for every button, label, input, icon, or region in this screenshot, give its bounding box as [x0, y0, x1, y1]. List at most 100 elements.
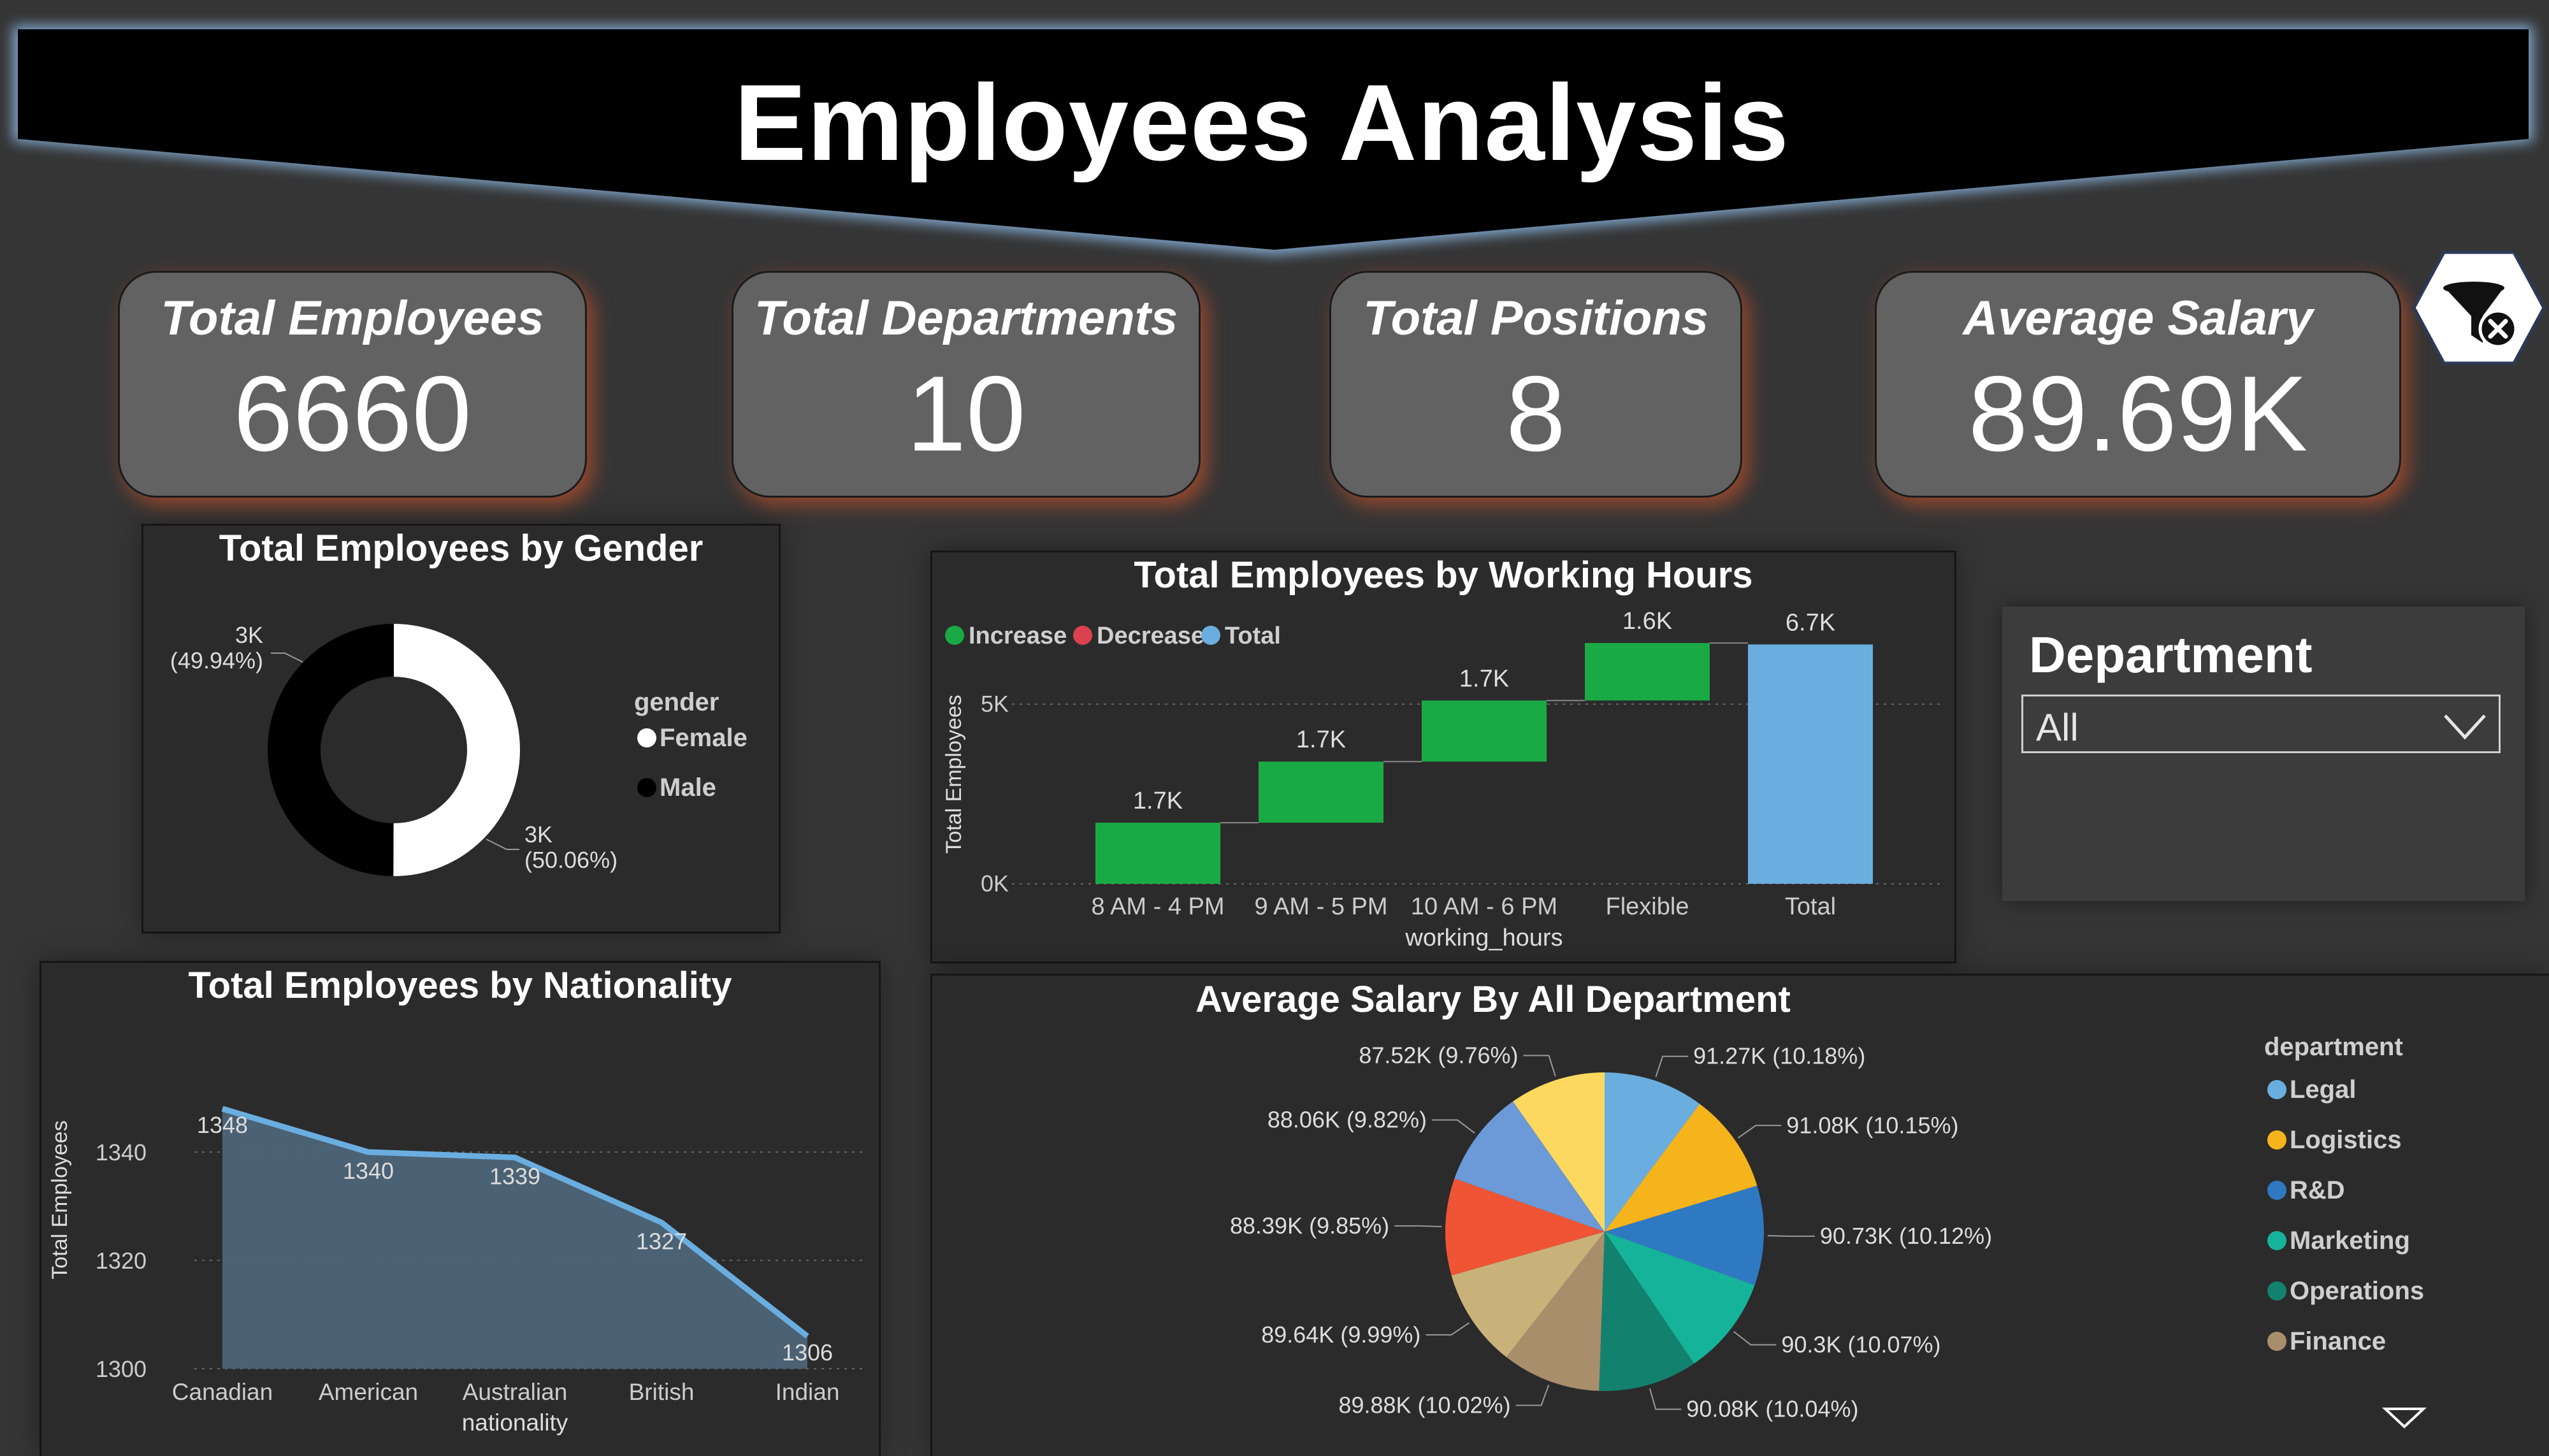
slicer-title: Department: [2029, 626, 2313, 683]
data-label: 6.7K: [1786, 609, 1835, 636]
kpi-card-total-positions: Total Positions 8: [1329, 271, 1742, 498]
x-axis-label: working_hours: [1404, 925, 1563, 951]
data-label: 1348: [197, 1112, 248, 1138]
legend-item: R&D: [2290, 1176, 2345, 1204]
y-tick-label: 1340: [96, 1139, 147, 1165]
working-hours-chart-panel: Total Employees by Working Hours Increas…: [930, 551, 1956, 963]
clear-filters-button[interactable]: [2409, 247, 2549, 368]
kpi-label: Average Salary: [1963, 291, 2313, 345]
legend-marker: [2267, 1281, 2286, 1301]
department-slicer: Department All: [2002, 607, 2525, 901]
data-label: 1339: [489, 1164, 540, 1190]
donut-slice-female: [393, 624, 520, 876]
kpi-value: 6660: [233, 354, 472, 473]
area-fill: [222, 1109, 807, 1369]
kpi-card-average-salary: Average Salary 89.69K: [1875, 271, 2401, 498]
legend-marker-male: [637, 778, 656, 797]
legend-item: Male: [660, 774, 716, 802]
legend-marker: [2267, 1181, 2286, 1200]
data-label: 90.73K (10.12%): [1820, 1223, 1992, 1249]
department-dropdown[interactable]: All: [2021, 695, 2501, 753]
kpi-value: 89.69K: [1968, 354, 2308, 473]
chevron-down-icon: [2444, 714, 2486, 740]
total-bar: [1748, 644, 1873, 884]
x-tick-label: 10 AM - 6 PM: [1411, 893, 1557, 920]
data-label: 3K: [235, 622, 263, 648]
increase-bar: [1422, 700, 1547, 762]
kpi-value: 10: [906, 354, 1026, 473]
legend-marker-female: [637, 728, 656, 747]
label-leader: [1394, 1225, 1442, 1227]
data-label: 1.7K: [1296, 726, 1346, 753]
kpi-label: Total Employees: [161, 291, 544, 345]
y-axis-label: Total Employees: [48, 1120, 72, 1279]
x-tick-label: Australian: [463, 1379, 568, 1405]
legend-item: Increase: [969, 623, 1067, 649]
data-label: 1306: [782, 1339, 833, 1366]
label-leader: [1426, 1322, 1470, 1336]
pie-slice: [1445, 1178, 1605, 1276]
data-label: 1327: [636, 1229, 687, 1255]
pie-slice: [1513, 1072, 1605, 1232]
pie-slice: [1605, 1232, 1755, 1364]
data-label: 89.88K (10.02%): [1338, 1392, 1510, 1418]
y-axis-label: Total Employees: [942, 695, 966, 853]
pie-slice: [1605, 1072, 1700, 1232]
legend-item: Decrease: [1097, 623, 1204, 649]
data-label: (50.06%): [524, 847, 617, 873]
x-axis-label: nationality: [462, 1409, 568, 1436]
y-tick-label: 0K: [981, 870, 1009, 897]
area-line: [221, 1106, 809, 1339]
y-tick-label: 5K: [981, 691, 1009, 717]
legend-item: Total: [1225, 623, 1281, 649]
pie-slice: [1605, 1104, 1758, 1232]
data-label: 88.06K (9.82%): [1267, 1107, 1427, 1133]
page-title: Employees Analysis: [734, 62, 1789, 184]
legend-marker: [2267, 1332, 2286, 1351]
legend-item: Female: [660, 724, 747, 752]
pie-slice: [1605, 1185, 1764, 1285]
increase-bar: [1095, 823, 1220, 884]
pie-slice: [1454, 1101, 1605, 1232]
triangle-down-icon[interactable]: [2381, 1408, 2427, 1429]
data-label: 90.3K (10.07%): [1781, 1331, 1940, 1357]
legend-item: Logistics: [2290, 1126, 2402, 1154]
legend-item: Marketing: [2290, 1227, 2410, 1255]
label-leader: [1515, 1385, 1550, 1406]
label-leader: [1432, 1119, 1475, 1134]
legend-title: gender: [634, 688, 719, 716]
y-tick-label: 1300: [96, 1356, 147, 1382]
label-leader: [1737, 1125, 1782, 1139]
data-label: 1.7K: [1133, 788, 1183, 814]
data-label: 91.27K (10.18%): [1693, 1043, 1865, 1069]
gender-chart-panel: Total Employees by Gender 3K (50.06%) 3K (4…: [141, 524, 781, 933]
chart-title: Total Employees by Gender: [219, 528, 704, 569]
label-leader: [271, 652, 303, 663]
data-label: 90.08K (10.04%): [1686, 1396, 1858, 1422]
data-label: (49.94%): [170, 647, 263, 674]
data-label: 87.52K (9.76%): [1359, 1042, 1518, 1069]
legend-item: Operations: [2290, 1277, 2424, 1305]
legend-marker: [2267, 1130, 2286, 1150]
x-tick-label: Indian: [776, 1379, 840, 1405]
increase-bar: [1259, 761, 1383, 823]
dropdown-value: All: [2036, 706, 2079, 749]
nationality-chart-panel: Total Employees by Nationality 1300 1320 1…: [40, 961, 881, 1456]
kpi-label: Total Positions: [1363, 291, 1708, 345]
y-tick-label: 1320: [96, 1248, 147, 1274]
kpi-value: 8: [1506, 354, 1566, 473]
increase-bar: [1585, 643, 1710, 701]
label-leader: [1523, 1055, 1556, 1077]
legend-marker-total: [1201, 626, 1220, 645]
data-label: 3K: [524, 821, 552, 847]
legend-marker: [2267, 1080, 2286, 1099]
working-hours-waterfall-chart: Increase Decrease Total 0K 5K Total Employees…: [942, 608, 1942, 951]
chart-title: Average Salary By All Department: [1195, 979, 1791, 1020]
label-leader: [486, 839, 519, 850]
data-label: 1340: [343, 1158, 394, 1184]
data-label: 88.39K (9.85%): [1230, 1213, 1389, 1239]
data-label: 91.08K (10.15%): [1786, 1112, 1958, 1138]
label-leader: [1649, 1388, 1682, 1410]
header-banner: [13, 25, 2533, 255]
